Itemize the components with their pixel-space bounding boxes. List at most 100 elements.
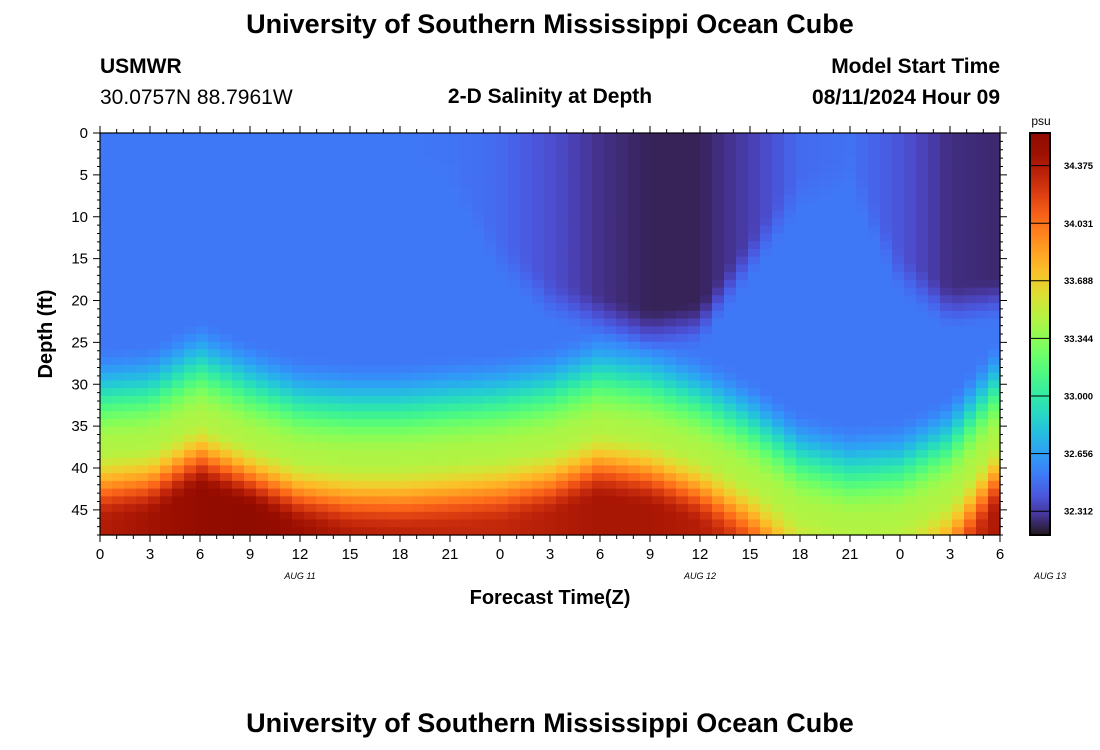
heatmap-cell bbox=[460, 442, 473, 451]
heatmap-cell bbox=[796, 527, 809, 536]
heatmap-cell bbox=[124, 140, 137, 150]
heatmap-cell bbox=[652, 395, 665, 405]
heatmap-cell bbox=[160, 279, 173, 289]
heatmap-cell bbox=[700, 225, 713, 235]
heatmap-cell bbox=[220, 504, 233, 513]
heatmap-cell bbox=[988, 372, 1001, 381]
heatmap-cell bbox=[124, 133, 137, 142]
heatmap-cell bbox=[472, 272, 485, 281]
heatmap-cell bbox=[592, 156, 605, 165]
heatmap-cell bbox=[964, 171, 977, 180]
heatmap-cell bbox=[340, 163, 353, 173]
heatmap-cell bbox=[364, 179, 377, 188]
heatmap-cell bbox=[148, 326, 161, 335]
heatmap-cell bbox=[388, 264, 401, 273]
heatmap-cell bbox=[388, 163, 401, 173]
heatmap-cell bbox=[868, 187, 881, 196]
heatmap-cell bbox=[172, 419, 185, 428]
heatmap-cell bbox=[880, 194, 893, 204]
heatmap-cell bbox=[964, 179, 977, 188]
heatmap-cell bbox=[772, 380, 785, 389]
heatmap-cell bbox=[616, 140, 629, 150]
heatmap-cell bbox=[820, 364, 833, 374]
heatmap-cell bbox=[556, 140, 569, 150]
heatmap-cell bbox=[124, 442, 137, 451]
heatmap-cell bbox=[244, 202, 257, 211]
heatmap-cell bbox=[580, 334, 593, 343]
heatmap-cell bbox=[244, 434, 257, 443]
heatmap-cell bbox=[856, 218, 869, 227]
heatmap-cell bbox=[736, 372, 749, 381]
heatmap-cell bbox=[268, 357, 281, 366]
heatmap-cell bbox=[676, 287, 689, 296]
heatmap-cell bbox=[448, 179, 461, 188]
heatmap-cell bbox=[436, 148, 449, 157]
heatmap-cell bbox=[304, 504, 317, 513]
heatmap-cell bbox=[952, 388, 965, 397]
heatmap-cell bbox=[328, 419, 341, 428]
heatmap-cell bbox=[616, 171, 629, 180]
heatmap-cell bbox=[688, 256, 701, 266]
heatmap-cell bbox=[424, 364, 437, 374]
heatmap-cell bbox=[652, 179, 665, 188]
heatmap-cell bbox=[712, 388, 725, 397]
heatmap-cell bbox=[832, 442, 845, 451]
heatmap-cell bbox=[904, 264, 917, 273]
heatmap-cell bbox=[340, 419, 353, 428]
heatmap-cell bbox=[892, 303, 905, 312]
heatmap-cell bbox=[868, 256, 881, 266]
heatmap-cell bbox=[316, 349, 329, 358]
heatmap-cell bbox=[364, 426, 377, 436]
heatmap-cell bbox=[148, 163, 161, 173]
heatmap-cell bbox=[820, 171, 833, 180]
heatmap-cell bbox=[100, 272, 113, 281]
heatmap-cell bbox=[292, 434, 305, 443]
heatmap-cell bbox=[424, 241, 437, 250]
heatmap-cell bbox=[508, 326, 521, 335]
heatmap-cell bbox=[808, 210, 821, 219]
heatmap-cell bbox=[100, 419, 113, 428]
heatmap-cell bbox=[328, 241, 341, 250]
heatmap-cell bbox=[988, 133, 1001, 142]
heatmap-cell bbox=[160, 519, 173, 528]
heatmap-cell bbox=[436, 388, 449, 397]
heatmap-cell bbox=[640, 334, 653, 343]
heatmap-cell bbox=[796, 264, 809, 273]
heatmap-cell bbox=[280, 334, 293, 343]
heatmap-cell bbox=[460, 218, 473, 227]
heatmap-cell bbox=[604, 287, 617, 296]
heatmap-cell bbox=[940, 264, 953, 273]
heatmap-cell bbox=[232, 388, 245, 397]
heatmap-cell bbox=[484, 426, 497, 436]
heatmap-cell bbox=[700, 140, 713, 150]
heatmap-cell bbox=[724, 218, 737, 227]
heatmap-cell bbox=[508, 272, 521, 281]
heatmap-cell bbox=[916, 480, 929, 490]
heatmap-cell bbox=[904, 465, 917, 474]
heatmap-cell bbox=[868, 233, 881, 242]
heatmap-cell bbox=[688, 380, 701, 389]
heatmap-cell bbox=[496, 465, 509, 474]
heatmap-cell bbox=[244, 419, 257, 428]
heatmap-cell bbox=[268, 287, 281, 296]
heatmap-cell bbox=[520, 395, 533, 405]
heatmap-cell bbox=[844, 202, 857, 211]
heatmap-cell bbox=[628, 434, 641, 443]
heatmap-cell bbox=[748, 233, 761, 242]
heatmap-cell bbox=[880, 171, 893, 180]
heatmap-cell bbox=[604, 194, 617, 204]
heatmap-cell bbox=[160, 372, 173, 381]
heatmap-cell bbox=[412, 241, 425, 250]
heatmap-cell bbox=[940, 210, 953, 219]
heatmap-cell bbox=[340, 187, 353, 196]
heatmap-cell bbox=[844, 364, 857, 374]
heatmap-cell bbox=[712, 163, 725, 173]
heatmap-cell bbox=[148, 341, 161, 351]
heatmap-cell bbox=[616, 364, 629, 374]
heatmap-cell bbox=[676, 303, 689, 312]
heatmap-cell bbox=[196, 395, 209, 405]
heatmap-cell bbox=[448, 241, 461, 250]
heatmap-cell bbox=[208, 163, 221, 173]
heatmap-cell bbox=[856, 449, 869, 459]
heatmap-cell bbox=[580, 279, 593, 289]
